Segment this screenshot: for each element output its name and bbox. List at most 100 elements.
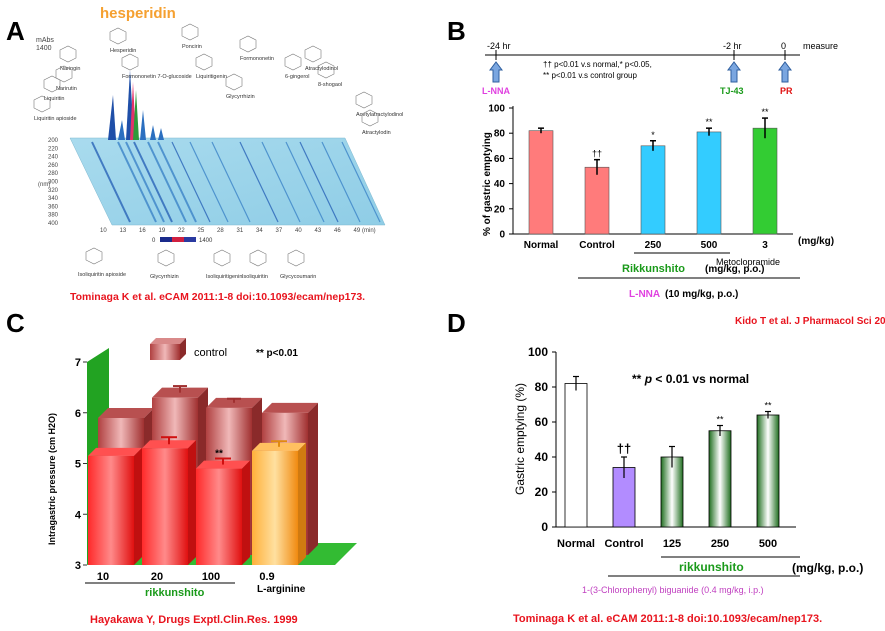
d-citation: Tominaga K et al. eCAM 2011:1-8 doi:10.1…	[513, 613, 822, 625]
a-x-tick: 13	[120, 228, 127, 234]
d-x-tick-label: 500	[759, 538, 777, 550]
c-x-tick-label: 20	[151, 571, 163, 583]
a-nm-tick: 280	[48, 171, 59, 177]
a-y-unit: mAbs	[36, 37, 54, 44]
molecule-icon	[33, 95, 51, 113]
a-x-tick: 31	[237, 228, 244, 234]
compound-label: Formononetin 7-O-glucoside	[122, 74, 192, 80]
d-y-tick-label: 20	[535, 485, 549, 499]
colorbar-seg	[184, 237, 196, 242]
hesperidin-label: hesperidin	[100, 5, 176, 22]
d-x-tick-label: 125	[663, 538, 681, 550]
molecule-icon	[249, 249, 267, 267]
chromatogram-streak	[239, 141, 279, 223]
arrow-up-icon	[778, 61, 792, 83]
colorbar-min: 0	[152, 238, 156, 244]
b-x-tick-label: 3	[762, 240, 768, 251]
b-x-tick-label: Normal	[524, 240, 559, 251]
b-unit-label: (mg/kg)	[798, 236, 834, 247]
molecule-icon	[195, 53, 213, 71]
compound-label: Narirutin	[56, 86, 77, 92]
a-x-tick: 22	[178, 228, 185, 234]
c-treatment-bar-side	[242, 460, 250, 565]
chromatogram-streak	[299, 141, 339, 223]
c-y-tick-label: 4	[75, 509, 82, 521]
panel-c: C 3 4 5 6 7 10 20 ** 100 0.9 control ** p<0.01 In…	[6, 308, 357, 626]
a-nm-tick: 360	[48, 204, 59, 210]
c-sig-marker: **	[215, 449, 223, 460]
b-sig-marker: *	[651, 130, 655, 140]
chart-d: 0 20 40 60 80 100 Normal †† Control 125 ** 250 ** 500	[528, 345, 796, 550]
arrow-up-icon	[727, 61, 741, 83]
d-sig-marker: **	[764, 401, 772, 411]
a-x-tick: 25	[198, 228, 205, 234]
compound-label: Isoliquiritin apioside	[78, 272, 126, 278]
a-x-tick: 19	[159, 228, 166, 234]
a-citation: Tominaga K et al. eCAM 2011:1-8 doi:10.1…	[70, 291, 365, 303]
c-y-tick-label: 7	[75, 357, 81, 369]
molecule-icon	[43, 75, 61, 93]
b-group-rikk: Rikkunshito	[622, 263, 685, 275]
d-bar	[708, 430, 732, 528]
legend-swatch-side	[180, 338, 186, 360]
d-unit-label: (mg/kg, p.o.)	[792, 561, 863, 575]
d-group-label: rikkunshito	[679, 560, 744, 574]
b-lnna-name: L-NNA	[629, 289, 660, 300]
legend-swatch-top	[150, 338, 186, 344]
b-bar	[696, 131, 722, 235]
c-y-tick-label: 6	[75, 408, 81, 420]
b-x-tick-label: 250	[645, 240, 662, 251]
timeline-note-1: †† p<0.01 v.s normal,* p<0.05,	[543, 60, 652, 69]
peak	[108, 95, 116, 140]
chromatogram-streak	[285, 141, 325, 223]
c-treatment-bar-top	[88, 447, 142, 456]
c-x-tick-label: 0.9	[259, 571, 274, 583]
compound-label: Acetylatractylodinol	[356, 112, 403, 118]
chromatogram-streaks	[91, 141, 381, 223]
panel-d-letter: D	[447, 308, 466, 338]
compound-label: Glycyrrhizin	[226, 94, 255, 100]
b-bar	[584, 166, 610, 235]
d-sig-rest: < 0.01 vs normal	[652, 372, 749, 386]
timeline-arrows	[489, 61, 792, 83]
a-nm-tick: 340	[48, 196, 59, 202]
d-bar	[564, 383, 588, 528]
c-x-tick-label: 10	[97, 571, 109, 583]
a-x-tick: 43	[315, 228, 322, 234]
d-x-tick-label: Normal	[557, 538, 595, 550]
c-control-bar-top	[98, 407, 154, 418]
c-control-bar-top	[262, 402, 318, 413]
a-compound-labels: NaringinNarirutinLiquiritinHesperidinFor…	[33, 23, 403, 280]
panel-d: D 0 20 40 60 80 100 Normal †† Control 125 ** 250 ** 5…	[447, 308, 863, 625]
b-sig-marker: ††	[592, 149, 602, 159]
compound-label: Isoliquiritigenin	[206, 274, 242, 280]
compound-label: Poncirin	[182, 44, 202, 50]
c-treatment-bar	[142, 448, 188, 565]
b-x-tick-label: Control	[579, 240, 615, 251]
a-nm-tick: 380	[48, 213, 59, 219]
timeline-label-0: 0	[781, 41, 786, 51]
chromatogram-surface	[69, 137, 386, 226]
d-y-tick-label: 100	[528, 345, 548, 359]
d-treatment-label: 1-(3-Chlorophenyl) biguanide (0.4 mg/kg,…	[582, 585, 764, 595]
d-sig-note: ** p < 0.01 vs normal	[632, 372, 749, 386]
a-nm-tick: 320	[48, 188, 59, 194]
b-y-tick-label: 60	[494, 154, 506, 165]
d-x-tick-label: Control	[604, 538, 643, 550]
molecule-icon	[317, 61, 335, 79]
peak	[140, 110, 146, 140]
chromatogram-peaks	[108, 70, 164, 140]
d-ylabel: Gastric emptying (%)	[513, 383, 527, 495]
panel-b: B -24 hr -2 hr 0 measure †† p<0.01 v.s n…	[447, 16, 885, 327]
compound-label: Atractylodin	[362, 130, 391, 136]
compound-label: 8-shogaol	[318, 82, 342, 88]
a-nm-tick: 240	[48, 155, 59, 161]
b-x-tick-label: 500	[701, 240, 718, 251]
molecule-icon	[361, 109, 379, 127]
c-ylabel: Intragastric pressure (cm H2O)	[47, 413, 57, 545]
molecule-icon	[239, 35, 257, 53]
a-nm-ticks: 200 220 240 260 280 300 320 340 360 380 400	[48, 138, 59, 227]
peak	[158, 128, 164, 140]
compound-label: Formononetin	[240, 56, 274, 62]
d-y-tick-label: 0	[541, 520, 548, 534]
